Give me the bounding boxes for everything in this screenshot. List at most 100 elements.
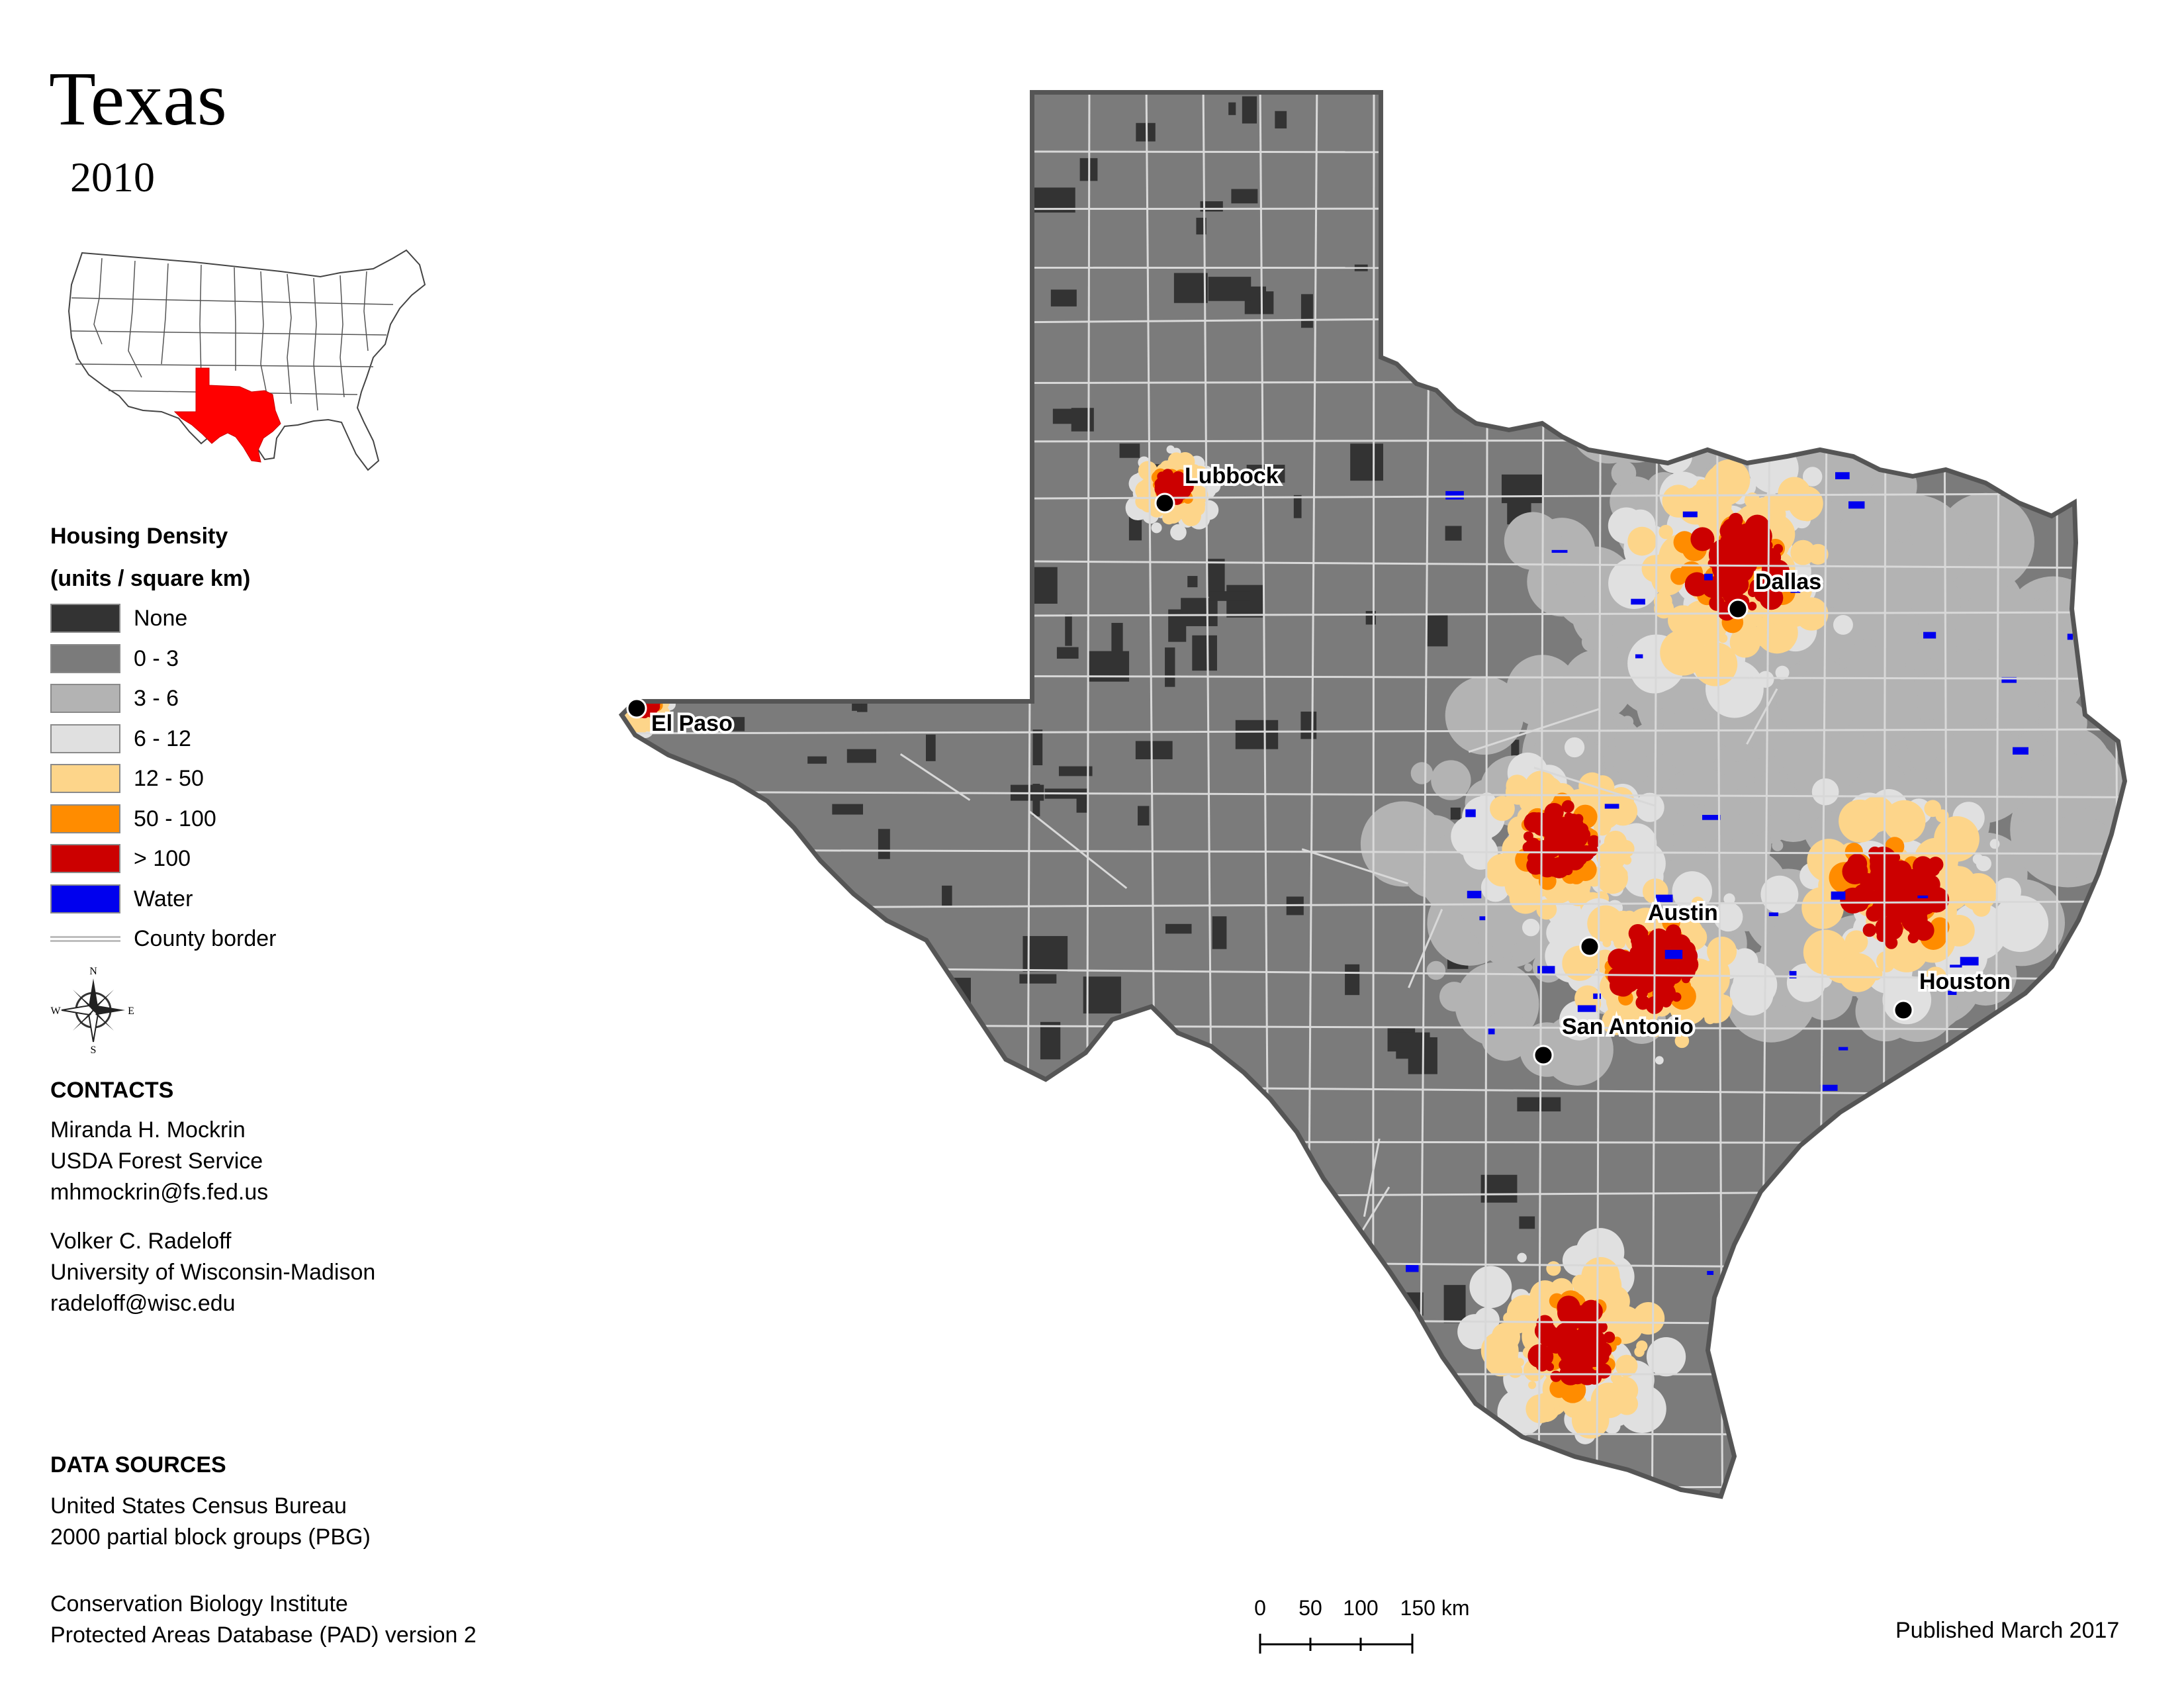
- density-patch: [1615, 1354, 1638, 1378]
- density-patch: [1032, 729, 1043, 766]
- legend-item: 0 - 3: [50, 640, 447, 680]
- scale-tick-label: 0: [1254, 1596, 1266, 1620]
- density-patch: [1653, 592, 1672, 611]
- city-austin: Austin: [1579, 898, 1721, 957]
- density-patch: [1708, 459, 1751, 502]
- density-patch: [1704, 1012, 1716, 1025]
- contact-2: Volker C. Radeloff University of Wiscons…: [50, 1226, 375, 1319]
- density-patch: [1772, 839, 1784, 851]
- water-patch: [1465, 809, 1476, 818]
- density-patch: [1886, 923, 1901, 939]
- density-patch: [1058, 766, 1093, 776]
- density-patch: [905, 1234, 936, 1254]
- legend-label: County border: [134, 926, 277, 951]
- density-patch: [1621, 716, 1634, 728]
- density-patch: [1564, 737, 1585, 758]
- density-patch: [1463, 812, 1489, 838]
- density-patch: [1900, 821, 1910, 831]
- density-patch: [1231, 189, 1258, 204]
- density-patch: [1719, 521, 1739, 541]
- legend-label: None: [134, 606, 188, 631]
- density-patch: [738, 1090, 780, 1106]
- city-houston: Houston: [1893, 966, 2013, 1021]
- density-patch: [1519, 1216, 1535, 1229]
- density-patch: [1690, 527, 1715, 551]
- density-patch: [666, 611, 700, 639]
- density-patch: [662, 687, 673, 698]
- density-patch: [1559, 839, 1572, 851]
- density-patch: [1518, 1303, 1541, 1326]
- us-locator-inset: [68, 249, 426, 471]
- density-patch: [1681, 974, 1691, 984]
- county-border: [622, 790, 2124, 798]
- density-patch: [1516, 1358, 1524, 1367]
- density-patch: [1870, 856, 1891, 877]
- density-patch: [1907, 932, 1919, 944]
- density-patch: [733, 1155, 772, 1189]
- legend-item: 3 - 6: [50, 680, 447, 720]
- density-patch: [1533, 1346, 1554, 1367]
- density-patch: [1585, 1321, 1598, 1334]
- density-patch: [1192, 635, 1217, 671]
- density-patch: [1525, 837, 1541, 853]
- density-patch: [631, 671, 653, 693]
- county-border: [899, 753, 971, 801]
- density-patch: [1083, 976, 1121, 1014]
- density-patch: [1713, 539, 1728, 555]
- density-patch: [981, 406, 1001, 444]
- legend-label: 3 - 6: [134, 686, 179, 711]
- city-label: Dallas: [1755, 569, 1821, 594]
- density-patch: [1799, 649, 1823, 673]
- county-border: [1468, 708, 1600, 753]
- density-patch: [1625, 346, 1657, 378]
- density-patch: [878, 536, 897, 549]
- density-patch: [1633, 976, 1646, 989]
- density-patch: [1682, 600, 1723, 641]
- density-patch: [645, 685, 659, 700]
- legend-label: 12 - 50: [134, 766, 204, 791]
- density-patch: [670, 557, 696, 596]
- water-patch: [1820, 1084, 1838, 1091]
- density-patch: [1603, 1331, 1615, 1343]
- contact-name: Volker C. Radeloff: [50, 1229, 232, 1254]
- compass-e: E: [128, 1006, 134, 1017]
- density-patch: [659, 709, 672, 722]
- density-patch: [625, 1323, 657, 1338]
- density-patch: [1972, 853, 1983, 865]
- density-patch: [1614, 726, 1649, 761]
- density-patch: [1651, 940, 1661, 949]
- water-patch: [2001, 677, 2017, 683]
- density-patch: [1283, 1189, 1304, 1218]
- density-patch: [1206, 559, 1225, 597]
- density-patch: [1672, 992, 1682, 1002]
- water-patch: [1790, 588, 1801, 593]
- density-patch: [1691, 492, 1708, 510]
- density-patch: [1778, 412, 1794, 428]
- water-patch: [1635, 654, 1643, 659]
- density-patch: [1160, 474, 1170, 484]
- density-patch: [622, 698, 628, 708]
- density-patch: [647, 685, 661, 700]
- density-patch: [833, 1281, 854, 1301]
- compass-w: W: [50, 1006, 61, 1017]
- density-patch: [1923, 719, 1936, 732]
- source-line: Conservation Biology Institute: [50, 1591, 348, 1617]
- density-patch: [1300, 711, 1317, 739]
- water-patch: [1654, 894, 1673, 902]
- density-patch: [1794, 421, 1815, 442]
- density-patch: [625, 675, 647, 698]
- density-patch: [687, 295, 698, 322]
- density-patch: [1561, 800, 1574, 813]
- county-border-swatch: [50, 936, 120, 942]
- legend-label: 50 - 100: [134, 806, 216, 831]
- density-patch: [1517, 1097, 1561, 1111]
- density-patch: [1439, 982, 1469, 1011]
- density-patch: [778, 140, 789, 148]
- density-patch: [1450, 807, 1461, 820]
- density-patch: [1111, 1278, 1122, 1297]
- water-patch: [1923, 632, 1936, 639]
- density-patch: [1574, 822, 1589, 837]
- county-border: [622, 728, 2124, 735]
- density-patch: [1704, 579, 1714, 589]
- compass-rose-icon: N S E W: [50, 966, 134, 1054]
